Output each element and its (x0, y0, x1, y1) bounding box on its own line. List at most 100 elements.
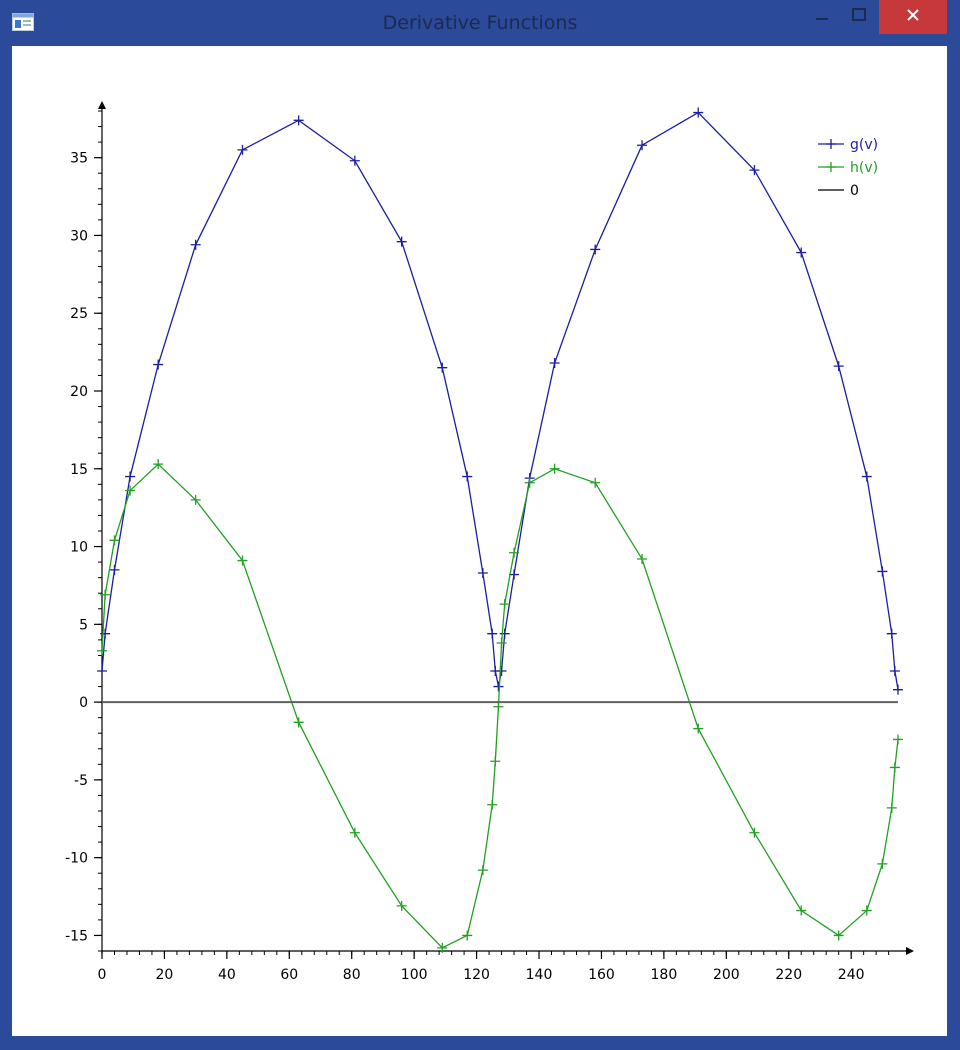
x-tick-label: 180 (651, 967, 678, 983)
data-point (637, 140, 648, 151)
y-tick-label: -15 (65, 928, 88, 944)
data-point (549, 358, 560, 368)
series-2 (97, 459, 903, 953)
data-point (509, 547, 520, 558)
data-point (893, 734, 903, 745)
data-point (499, 628, 510, 639)
data-point (100, 628, 111, 639)
title-bar[interactable]: Derivative Functions (0, 0, 960, 46)
maximize-button[interactable] (836, 0, 882, 34)
x-tick-label: 240 (838, 967, 865, 983)
legend-swatch-marker (826, 139, 836, 149)
data-point (693, 723, 704, 734)
series-line (101, 111, 899, 690)
x-tick-label: 100 (401, 967, 428, 983)
data-point (462, 471, 473, 482)
data-point (293, 115, 304, 126)
legend-item: g(v) (818, 137, 878, 153)
data-point (861, 905, 872, 916)
data-point (477, 568, 488, 578)
legend-label: 0 (850, 183, 859, 199)
data-point (796, 905, 807, 916)
minimize-icon (814, 7, 830, 27)
data-point (125, 485, 136, 496)
data-point (349, 827, 360, 838)
y-axis-arrow (98, 101, 106, 109)
data-point (499, 599, 510, 610)
data-point (477, 865, 488, 876)
data-point (833, 361, 844, 372)
data-point (462, 930, 473, 941)
data-point (496, 638, 507, 648)
data-point (487, 628, 498, 639)
data-point (749, 165, 760, 176)
data-point (886, 628, 897, 639)
data-point (109, 535, 120, 546)
data-point (237, 144, 248, 155)
chart-area: -15 -10 -5 0 5 10 15 20 25 30 35 0 20 40 60 80 100 120 140… (12, 46, 947, 1036)
legend-label: h(v) (850, 160, 878, 176)
data-point (549, 463, 560, 474)
data-point (125, 471, 136, 482)
y-tick-label: 15 (70, 462, 88, 478)
data-point (97, 645, 107, 656)
data-point (293, 717, 304, 728)
x-tick-label: 160 (588, 967, 615, 983)
close-button[interactable] (879, 0, 947, 34)
data-point (437, 362, 448, 373)
maximize-icon (851, 7, 867, 27)
y-tick-label: 30 (70, 228, 88, 244)
x-tick-label: 40 (218, 967, 236, 983)
y-tick-label: 10 (70, 540, 88, 556)
data-point (893, 684, 903, 695)
data-point (153, 359, 164, 370)
data-point (190, 239, 201, 250)
data-point (861, 471, 872, 482)
y-tick-label: -10 (65, 851, 88, 867)
window-title: Derivative Functions (382, 12, 578, 34)
data-point (590, 477, 601, 488)
y-tick-label: 20 (70, 384, 88, 400)
data-point (877, 858, 888, 869)
data-point (349, 155, 360, 166)
data-point (749, 827, 760, 838)
data-point (437, 942, 448, 953)
data-point (590, 244, 601, 255)
app-window-icon[interactable] (12, 13, 34, 31)
data-point (524, 477, 535, 488)
line-chart: -15 -10 -5 0 5 10 15 20 25 30 35 0 20 40 60 80 100 120 140… (65, 101, 914, 983)
data-point (396, 900, 407, 911)
data-point (877, 566, 888, 577)
data-point (487, 799, 498, 810)
minimize-button[interactable] (799, 0, 845, 34)
series-1 (97, 107, 903, 695)
close-icon (905, 7, 921, 27)
x-tick-label: 0 (98, 967, 107, 983)
x-tick-label: 60 (280, 967, 298, 983)
axes: -15 -10 -5 0 5 10 15 20 25 30 35 0 20 40 60 80 100 120 140… (65, 101, 914, 983)
x-tick-label: 80 (343, 967, 361, 983)
data-point (889, 666, 900, 676)
data-point (237, 555, 248, 566)
legend: g(v) h(v) 0 (818, 137, 878, 199)
x-axis-arrow (906, 947, 914, 955)
legend-item: h(v) (818, 160, 878, 176)
data-point (100, 589, 111, 600)
x-tick-label: 220 (775, 967, 802, 983)
y-tick-label: 25 (70, 306, 88, 322)
x-tick-label: 20 (156, 967, 174, 983)
x-tick-label: 140 (526, 967, 553, 983)
data-point (493, 681, 504, 692)
legend-swatch-marker (826, 162, 836, 172)
x-tick-label: 120 (463, 967, 490, 983)
data-point (190, 494, 201, 505)
data-point (796, 247, 807, 258)
data-point (889, 762, 900, 773)
data-point (396, 236, 407, 247)
legend-item: 0 (818, 183, 859, 199)
data-point (886, 802, 897, 813)
x-tick-label: 200 (713, 967, 740, 983)
data-point (109, 564, 120, 575)
data-point (97, 666, 107, 676)
